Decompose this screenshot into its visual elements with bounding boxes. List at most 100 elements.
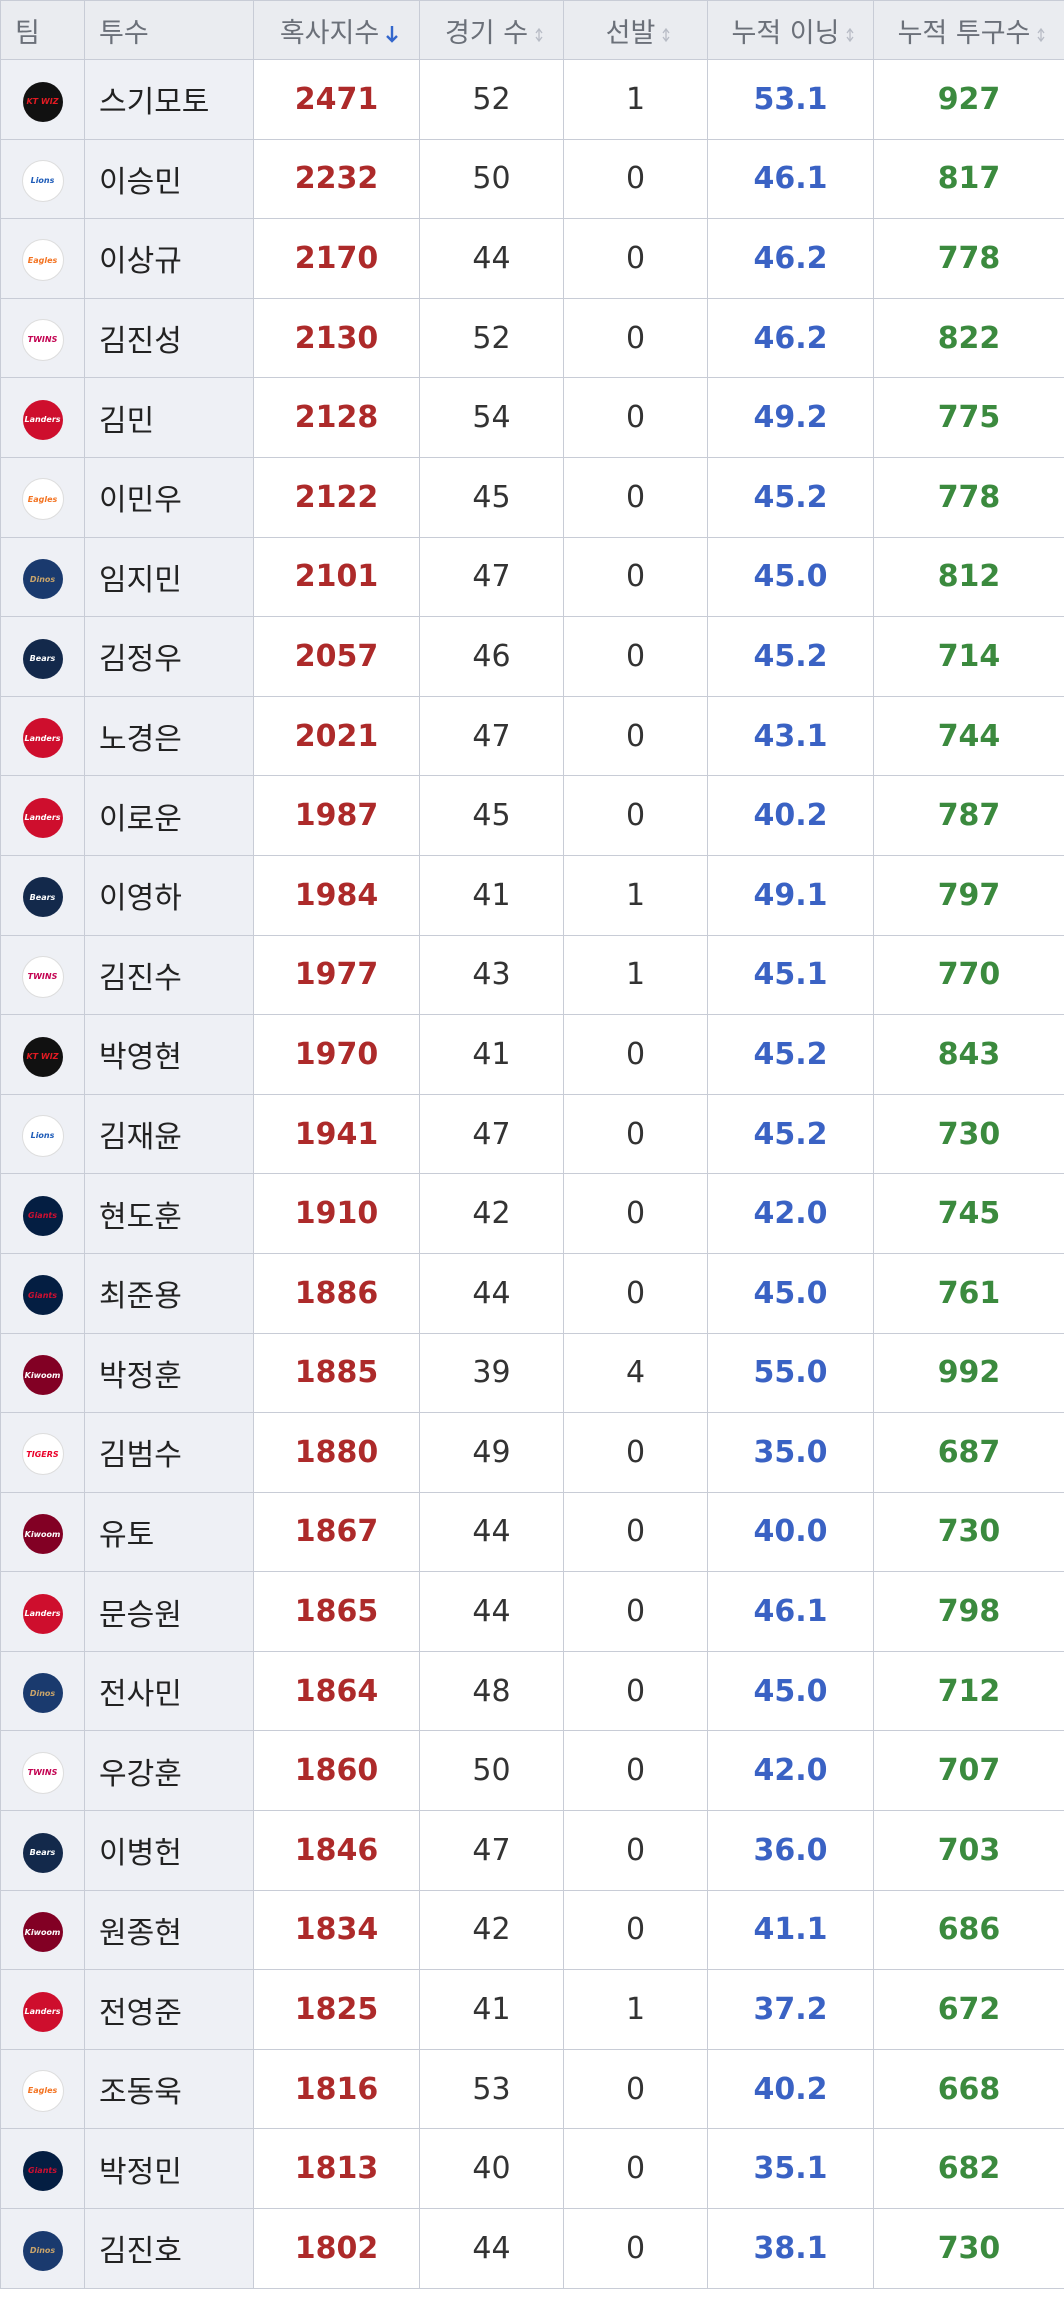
team-logo: Giants: [22, 1275, 63, 1316]
header-label: 누적 이닝: [731, 17, 840, 49]
team-logo: Kiwoom: [22, 1514, 63, 1555]
cell: 1886: [253, 1252, 420, 1334]
sort-icon[interactable]: [845, 24, 855, 44]
sort-icon[interactable]: [661, 24, 671, 44]
cell: 1813: [253, 2128, 420, 2210]
cell: 52: [419, 59, 564, 140]
cell: 42.0: [707, 1730, 874, 1812]
cell: 55.0: [707, 1332, 874, 1414]
cell: 1984: [253, 854, 420, 936]
cell: 조동욱: [84, 2048, 254, 2130]
team-cell: Giants: [0, 1252, 85, 1334]
team-cell: Dinos: [0, 1650, 85, 1732]
team-logo: Landers: [22, 399, 63, 440]
table-row: Eagles 이상규 2170 44 0 46.2 778: [0, 218, 1064, 299]
cell: 0: [563, 695, 708, 777]
cell: 49: [419, 1412, 564, 1493]
table-row: TWINS 김진성 2130 52 0 46.2 822: [0, 297, 1064, 379]
sort-icon[interactable]: [534, 24, 544, 44]
header-label: 투수: [99, 17, 149, 49]
team-cell: Landers: [0, 377, 85, 458]
cell: 1834: [253, 1889, 420, 1971]
cell: 53: [419, 2048, 564, 2130]
cell: 김진호: [84, 2208, 254, 2289]
team-cell: Bears: [0, 616, 85, 697]
table-row: KT WIZ 박영현 1970 41 0 45.2 843: [0, 1014, 1064, 1095]
cell: 778: [873, 218, 1064, 299]
cell: 47: [419, 1810, 564, 1891]
team-logo: Eagles: [21, 2069, 64, 2112]
cell: 40.2: [707, 2048, 874, 2130]
team-logo: Kiwoom: [22, 1912, 63, 1953]
cell: 박정민: [84, 2128, 254, 2210]
cell: 이로운: [84, 775, 254, 856]
table-row: Landers 김민 2128 54 0 49.2 775: [0, 377, 1064, 458]
cell: 1970: [253, 1014, 420, 1095]
sort-icon[interactable]: [385, 24, 399, 44]
cell: 45.0: [707, 1650, 874, 1732]
cell: 42: [419, 1889, 564, 1971]
cell: 682: [873, 2128, 1064, 2210]
cell: 778: [873, 456, 1064, 538]
team-logo: Giants: [22, 1195, 63, 1236]
cell: 47: [419, 1093, 564, 1175]
cell: 0: [563, 1571, 708, 1652]
header-label: 누적 투구수: [897, 17, 1031, 49]
sort-icon[interactable]: [1036, 24, 1046, 44]
column-header: 투수: [84, 0, 254, 60]
cell: 0: [563, 536, 708, 618]
cell: 43.1: [707, 695, 874, 777]
table-row: Lions 이승민 2232 50 0 46.1 817: [0, 138, 1064, 220]
cell: 707: [873, 1730, 1064, 1812]
cell: 761: [873, 1252, 1064, 1334]
cell: 40: [419, 2128, 564, 2210]
column-header[interactable]: 혹사지수: [253, 0, 420, 60]
table-row: Dinos 김진호 1802 44 0 38.1 730: [0, 2208, 1064, 2289]
column-header[interactable]: 선발: [563, 0, 708, 60]
table-row: Landers 이로운 1987 45 0 40.2 787: [0, 775, 1064, 856]
table-row: TIGERS 김범수 1880 49 0 35.0 687: [0, 1412, 1064, 1493]
cell: 687: [873, 1412, 1064, 1493]
team-cell: Eagles: [0, 456, 85, 538]
table-row: Giants 최준용 1886 44 0 45.0 761: [0, 1252, 1064, 1334]
cell: 812: [873, 536, 1064, 618]
cell: 1860: [253, 1730, 420, 1812]
team-cell: Dinos: [0, 536, 85, 618]
cell: 0: [563, 2048, 708, 2130]
column-header[interactable]: 경기 수: [419, 0, 564, 60]
cell: 36.0: [707, 1810, 874, 1891]
team-cell: Eagles: [0, 218, 85, 299]
cell: 43: [419, 934, 564, 1016]
cell: 41: [419, 854, 564, 936]
cell: 우강훈: [84, 1730, 254, 1812]
table-row: Giants 현도훈 1910 42 0 42.0 745: [0, 1173, 1064, 1254]
table-row: Dinos 임지민 2101 47 0 45.0 812: [0, 536, 1064, 618]
team-logo: Lions: [21, 159, 64, 202]
cell: 745: [873, 1173, 1064, 1254]
cell: 노경은: [84, 695, 254, 777]
cell: 0: [563, 456, 708, 538]
cell: 843: [873, 1014, 1064, 1095]
cell: 0: [563, 1889, 708, 1971]
cell: 김정우: [84, 616, 254, 697]
cell: 2232: [253, 138, 420, 220]
cell: 714: [873, 616, 1064, 697]
cell: 45.2: [707, 456, 874, 538]
team-logo: KT WIZ: [22, 81, 63, 122]
cell: 817: [873, 138, 1064, 220]
team-logo: Landers: [22, 1593, 63, 1634]
cell: 927: [873, 59, 1064, 140]
column-header[interactable]: 누적 투구수: [873, 0, 1064, 60]
cell: 이민우: [84, 456, 254, 538]
cell: 41.1: [707, 1889, 874, 1971]
cell: 0: [563, 775, 708, 856]
cell: 김민: [84, 377, 254, 458]
cell: 49.2: [707, 377, 874, 458]
cell: 712: [873, 1650, 1064, 1732]
cell: 45.2: [707, 1093, 874, 1175]
column-header[interactable]: 누적 이닝: [707, 0, 874, 60]
cell: 이상규: [84, 218, 254, 299]
cell: 45.2: [707, 1014, 874, 1095]
cell: 730: [873, 1491, 1064, 1573]
